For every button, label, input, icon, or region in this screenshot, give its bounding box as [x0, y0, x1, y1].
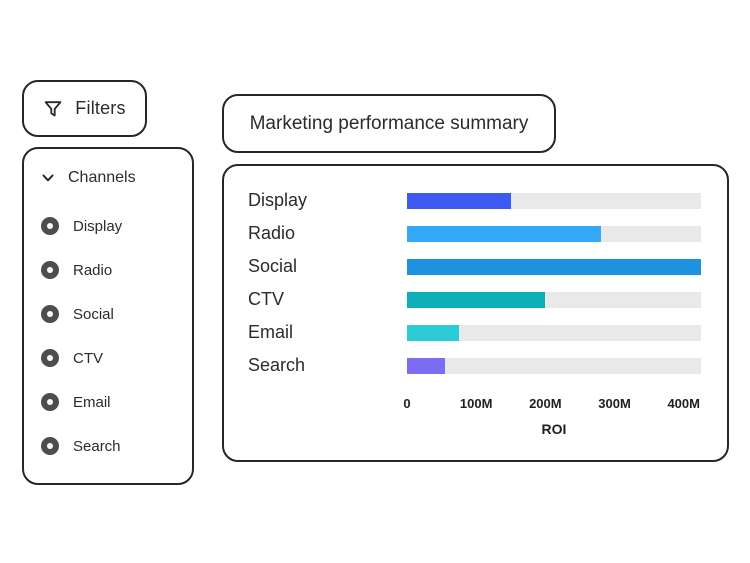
channels-header-label: Channels: [68, 169, 136, 186]
filters-button[interactable]: Filters: [22, 80, 147, 137]
channel-item-label: Email: [73, 393, 111, 411]
bar-track: [407, 258, 701, 275]
channel-list: Display Radio Social CTV Email Search: [41, 204, 192, 468]
bar-track: [407, 192, 701, 209]
radio-icon[interactable]: [41, 305, 59, 323]
axis-tick-label: 400M: [667, 396, 700, 411]
bar-track: [407, 357, 701, 374]
channels-panel: Channels Display Radio Social CTV Email: [22, 147, 194, 485]
chart-row-ctv: CTV: [248, 283, 701, 316]
radio-icon[interactable]: [41, 349, 59, 367]
bar-track: [407, 225, 701, 242]
channel-item-label: Social: [73, 305, 114, 323]
chart-title: Marketing performance summary: [249, 112, 529, 134]
channel-item-ctv[interactable]: CTV: [41, 336, 192, 380]
bar-fill-display: [407, 192, 511, 209]
bar-fill-ctv: [407, 291, 546, 308]
chart-row-email: Email: [248, 316, 701, 349]
channel-item-search[interactable]: Search: [41, 424, 192, 468]
bar-fill-social: [407, 258, 701, 275]
channel-item-label: Search: [73, 437, 121, 455]
bar-category-label: Search: [248, 355, 306, 375]
chart-title-card: Marketing performance summary: [222, 94, 556, 153]
channel-item-email[interactable]: Email: [41, 380, 192, 424]
chart-row-display: Display: [248, 184, 701, 217]
bar-track: [407, 324, 701, 341]
bar-fill-radio: [407, 225, 601, 242]
chart-row-social: Social: [248, 250, 701, 283]
axis-tick-label: 0: [403, 396, 411, 411]
chart-rows: Display Radio Social CTV Email Search: [248, 184, 701, 382]
chart-x-axis: 0 100M 200M 300M 400M: [403, 396, 701, 412]
chart-row-radio: Radio: [248, 217, 701, 250]
channel-item-display[interactable]: Display: [41, 204, 192, 248]
channel-item-label: Radio: [73, 261, 113, 279]
radio-icon[interactable]: [41, 393, 59, 411]
channel-item-label: Display: [73, 217, 123, 235]
channel-item-label: CTV: [73, 349, 103, 367]
bar-category-label: Social: [248, 256, 298, 276]
channel-item-radio[interactable]: Radio: [41, 248, 192, 292]
chevron-down-icon[interactable]: [41, 171, 55, 185]
bar-category-label: Display: [248, 190, 308, 210]
axis-tick-label: 100M: [459, 396, 493, 411]
bar-category-label: CTV: [248, 289, 284, 309]
radio-icon[interactable]: [41, 437, 59, 455]
chart-row-search: Search: [248, 349, 701, 382]
x-axis-title: ROI: [541, 421, 567, 437]
channel-item-social[interactable]: Social: [41, 292, 192, 336]
channels-header[interactable]: Channels: [41, 167, 192, 189]
bar-fill-search: [407, 357, 446, 374]
radio-icon[interactable]: [41, 217, 59, 235]
bar-fill-email: [407, 324, 459, 341]
bar-track: [407, 291, 701, 308]
filters-button-label: Filters: [75, 98, 126, 118]
axis-tick-label: 300M: [598, 396, 631, 411]
bar-category-label: Email: [248, 322, 294, 342]
axis-tick-label: 200M: [529, 396, 562, 411]
bar-category-label: Radio: [248, 223, 296, 243]
funnel-icon: [43, 99, 63, 119]
chart-panel: Display Radio Social CTV Email Search 0 100M 20…: [222, 164, 729, 462]
radio-icon[interactable]: [41, 261, 59, 279]
